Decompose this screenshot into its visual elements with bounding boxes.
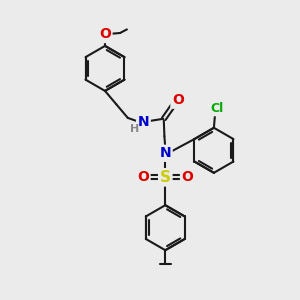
Text: O: O	[137, 170, 149, 184]
Text: H: H	[130, 124, 140, 134]
Text: S: S	[160, 170, 171, 185]
Text: O: O	[182, 170, 194, 184]
Text: O: O	[99, 28, 111, 41]
Text: N: N	[138, 116, 149, 129]
Text: Cl: Cl	[210, 102, 224, 115]
Text: O: O	[172, 93, 184, 107]
Text: N: N	[160, 146, 171, 160]
